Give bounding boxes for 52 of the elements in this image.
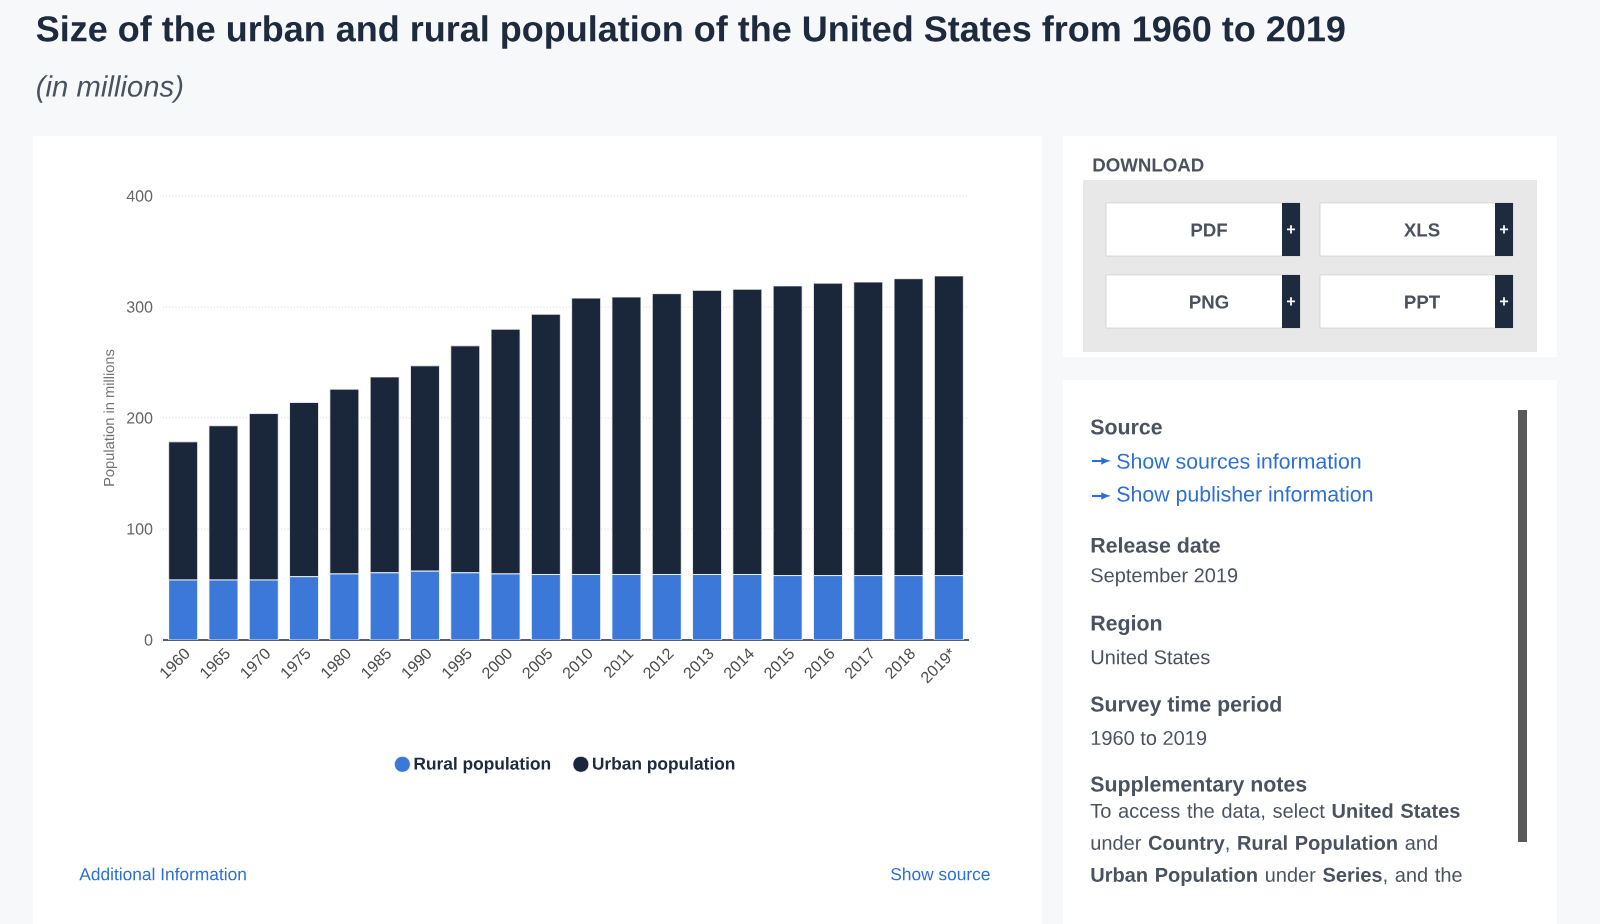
bar xyxy=(168,579,199,640)
text: 1960 to 2019 xyxy=(1091,730,1207,746)
bar xyxy=(571,574,602,640)
text: XLS xyxy=(1404,223,1440,237)
bar xyxy=(289,576,319,640)
bar xyxy=(329,573,360,640)
bar xyxy=(893,575,924,640)
text: + xyxy=(1287,297,1296,306)
text: Show source xyxy=(891,867,990,881)
bar xyxy=(732,574,763,640)
bar xyxy=(772,575,803,640)
y-tick-label: 200 xyxy=(127,412,153,424)
text: Show publisher information xyxy=(1117,486,1373,506)
bar xyxy=(410,570,440,640)
bar xyxy=(813,575,843,640)
bar xyxy=(248,579,279,640)
text: To access the data, select United States under Country, Rural Population and Urban Population under Series, and the xyxy=(1090,803,1462,886)
text: Show sources information xyxy=(1117,453,1361,469)
legend-label: Urban population xyxy=(592,757,735,774)
bar xyxy=(853,575,884,640)
bar xyxy=(933,575,964,640)
y-tick-label: 0 xyxy=(144,634,153,646)
y-tick-label: 400 xyxy=(126,190,153,202)
text: + xyxy=(1287,225,1296,234)
text: PPT xyxy=(1405,295,1440,309)
text: September 2019 xyxy=(1091,567,1238,587)
text: Additional Information xyxy=(79,867,246,881)
text: PNG xyxy=(1190,295,1229,309)
chart-subtitle: (in millions) xyxy=(37,75,183,103)
bar xyxy=(208,579,239,640)
bar xyxy=(530,574,561,640)
bar xyxy=(369,572,400,640)
chart-title: Size of the urban and rural population of the United States from 1960 to 2019 xyxy=(36,15,1345,49)
legend-label: Rural population xyxy=(414,757,551,774)
text: PDF xyxy=(1191,223,1227,237)
text: Supplementary notes xyxy=(1090,776,1307,796)
text: Region xyxy=(1091,615,1162,635)
bar xyxy=(490,573,521,640)
text: + xyxy=(1500,297,1509,306)
y-axis-title: Population in millions xyxy=(103,349,118,486)
text: Source xyxy=(1090,419,1162,435)
text: + xyxy=(1500,225,1509,234)
bar xyxy=(651,574,682,640)
bar xyxy=(611,574,642,640)
text: Release date xyxy=(1091,537,1220,553)
y-tick-label: 300 xyxy=(126,301,153,313)
text: Survey time period xyxy=(1090,696,1281,716)
bar xyxy=(450,572,481,640)
text: United States xyxy=(1091,649,1210,665)
text: DOWNLOAD xyxy=(1093,158,1204,172)
y-tick-label: 100 xyxy=(127,523,153,535)
bar xyxy=(692,574,722,640)
